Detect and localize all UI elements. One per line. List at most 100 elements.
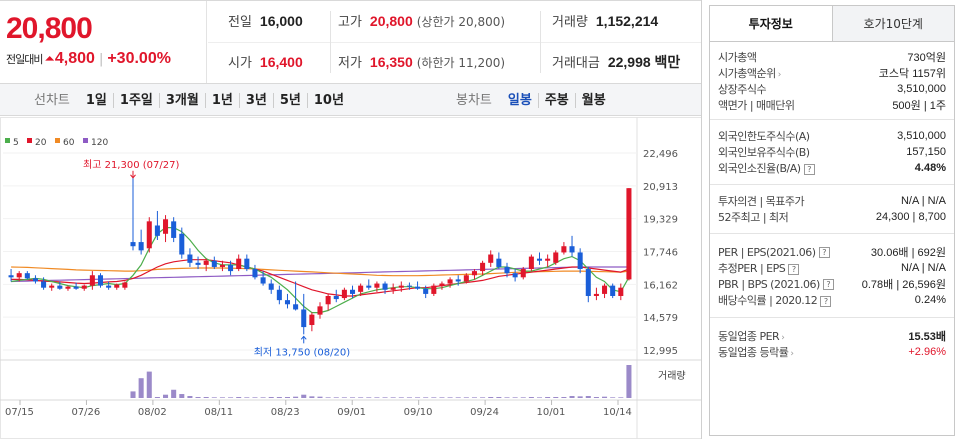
volume-bar <box>577 396 583 398</box>
info-label: 추정PER | EPS <box>718 262 786 275</box>
candle-body <box>203 260 209 265</box>
candle-body <box>65 286 71 289</box>
volume-bar <box>602 396 608 398</box>
help-icon[interactable]: ? <box>818 247 830 258</box>
upper-limit: (상한가 20,800) <box>416 15 506 29</box>
candle-body <box>488 254 494 263</box>
volume-bar <box>593 397 599 398</box>
candle-body <box>390 287 396 290</box>
chevron-right-icon: › <box>777 70 782 80</box>
volume-bar <box>382 397 388 398</box>
range-10y-button[interactable]: 10년 <box>306 93 350 108</box>
candle-body <box>471 271 477 276</box>
info-row[interactable]: 시가총액순위 › 코스닥 1157위 <box>718 65 946 81</box>
candle-body <box>228 264 234 272</box>
volume-bar <box>406 397 412 398</box>
legend-swatch <box>5 138 10 143</box>
volume-bar <box>536 397 543 398</box>
range-5y-button[interactable]: 5년 <box>272 93 307 108</box>
weekly-candle-button[interactable]: 주봉 <box>537 93 575 108</box>
open-price-label: 시가 <box>228 56 252 71</box>
candle-body <box>577 252 583 270</box>
candle-body <box>276 289 282 301</box>
help-icon[interactable]: ? <box>822 279 834 290</box>
volume-bar <box>317 396 323 398</box>
high-annotation-arrowhead <box>130 174 136 179</box>
candle-chart-periods: 봉차트 일봉 주봉 월봉 <box>456 84 612 116</box>
change-separator: | <box>98 52 104 67</box>
volume-bar <box>260 397 266 398</box>
info-value: 30.06배 | 692원 <box>870 247 946 259</box>
range-3m-button[interactable]: 3개월 <box>158 93 205 108</box>
help-icon[interactable]: ? <box>803 163 815 175</box>
main-right-border <box>701 0 702 439</box>
candle-body <box>268 283 274 290</box>
candle-body <box>195 262 201 265</box>
volume-bar <box>154 397 160 398</box>
volume-bar <box>374 397 380 398</box>
price-chart[interactable]: 5 20 60 120 22,496 20,913 19,329 17,746 16,162 14… <box>0 117 702 439</box>
legend-swatch <box>27 138 32 143</box>
info-value: 24,300 | 8,700 <box>875 211 946 223</box>
volume: 거래량 1,152,214 <box>552 1 658 42</box>
volume-bar <box>293 396 299 398</box>
volume-bar <box>512 397 518 398</box>
candle-body <box>24 273 30 279</box>
candlestick-chart-svg: 5 20 60 120 22,496 20,913 19,329 17,746 16,162 14… <box>0 117 702 439</box>
candle-body <box>146 221 152 249</box>
range-1d-button[interactable]: 1일 <box>85 93 107 108</box>
info-row: 상장주식수 3,510,000 <box>718 81 946 97</box>
high-annotation: 최고 21,300 (07/27) <box>83 159 179 171</box>
volume-bar <box>471 397 477 398</box>
quote-col-divider <box>330 11 331 73</box>
help-icon[interactable]: ? <box>820 295 832 307</box>
range-1y-button[interactable]: 1년 <box>204 93 239 108</box>
monthly-candle-button[interactable]: 월봉 <box>574 93 612 108</box>
candle-body <box>252 269 258 278</box>
volume-label: 거래량 <box>552 15 588 30</box>
info-value: N/A | N/A <box>900 195 946 207</box>
quote-row-divider <box>208 42 702 43</box>
candle-body <box>97 275 104 286</box>
volume-bar <box>398 397 404 398</box>
candle-body <box>325 295 331 305</box>
volume-bar <box>480 397 486 398</box>
volume-bar <box>211 397 217 398</box>
volume-bar <box>585 396 591 398</box>
info-row[interactable]: 동일업종 PER › 15.53배 <box>718 328 946 344</box>
candle-body <box>520 269 526 278</box>
volume-bar <box>545 397 551 398</box>
info-row[interactable]: 동일업종 등락률 › +2.96% <box>718 344 946 360</box>
volume-bar <box>447 397 453 398</box>
candle-body <box>244 258 250 270</box>
panel-tabs: 투자정보 호가10단계 <box>710 6 954 42</box>
volume-bar <box>390 397 396 398</box>
lower-limit: (하한가 11,200) <box>416 56 506 70</box>
info-label: PER | EPS(2021.06) <box>718 245 816 259</box>
help-icon[interactable]: ? <box>788 263 800 275</box>
low-annotation-arrowhead <box>300 335 307 340</box>
range-1w-button[interactable]: 1주일 <box>112 93 159 108</box>
range-3y-button[interactable]: 3년 <box>238 93 273 108</box>
y-tick-label: 12,995 <box>643 346 678 357</box>
info-label: 외국인한도주식수(A) <box>718 130 810 143</box>
candle-body <box>333 295 339 300</box>
candle-body <box>504 266 510 274</box>
info-value: 15.53배 <box>908 331 946 343</box>
volume-bar <box>228 397 234 398</box>
line-chart-title: 선차트 <box>34 93 70 108</box>
volume-bar <box>610 397 616 398</box>
candle-body <box>154 225 160 236</box>
candle-body <box>398 285 404 288</box>
ma120-line <box>11 266 629 283</box>
tab-orderbook-10[interactable]: 호가10단계 <box>832 6 954 41</box>
candle-body <box>528 256 534 270</box>
info-value: 코스닥 1157위 <box>878 68 946 80</box>
candle-body <box>187 254 193 263</box>
x-tick-label: 10/01 <box>537 407 566 418</box>
tab-investment-info[interactable]: 투자정보 <box>710 6 833 41</box>
volume-bar <box>179 394 185 398</box>
volume-bar <box>146 371 152 398</box>
stock-main-area: 20,800 전일대비 ⏶4,800 | +30.00% 전일 16,000 고가 20,… <box>0 0 702 439</box>
daily-candle-button[interactable]: 일봉 <box>507 93 532 108</box>
